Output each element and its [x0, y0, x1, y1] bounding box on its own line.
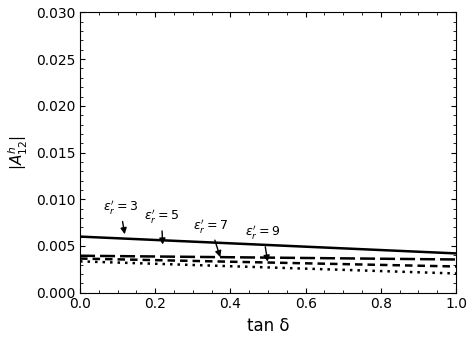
Text: $\varepsilon_r^{\prime}=3$: $\varepsilon_r^{\prime}=3$	[102, 198, 137, 233]
Text: $\varepsilon_r^{\prime}=9$: $\varepsilon_r^{\prime}=9$	[246, 223, 281, 260]
Y-axis label: $|A^h_{12}|$: $|A^h_{12}|$	[7, 135, 30, 170]
Text: $\varepsilon_r^{\prime}=5$: $\varepsilon_r^{\prime}=5$	[144, 207, 179, 243]
X-axis label: tan δ: tan δ	[247, 317, 289, 335]
Text: $\varepsilon_r^{\prime}=7$: $\varepsilon_r^{\prime}=7$	[193, 217, 228, 256]
